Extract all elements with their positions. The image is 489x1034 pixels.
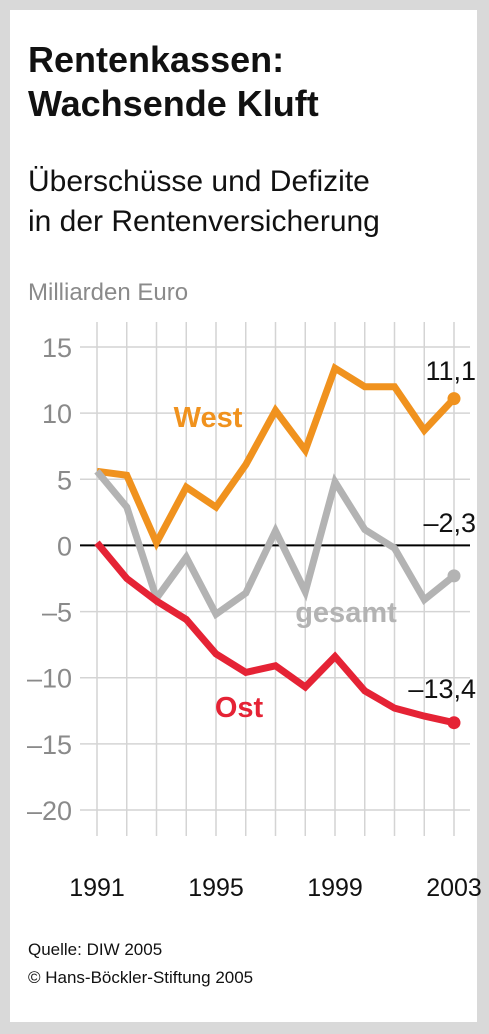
- series-line-west: [96, 362, 457, 551]
- title-line-1: Rentenkassen:: [28, 39, 285, 80]
- end-point-ost: [447, 716, 461, 730]
- y-tick-label: 15: [42, 333, 72, 363]
- chart-title: Rentenkassen: Wachsende Kluft: [28, 38, 319, 126]
- end-value-label-west: 11,1: [425, 356, 476, 386]
- y-tick-label: 5: [57, 465, 72, 495]
- end-value-label-gesamt: –2,3: [423, 508, 476, 538]
- x-tick-label: 2003: [426, 874, 482, 902]
- y-tick-label: 0: [57, 531, 72, 561]
- y-tick-label: –15: [27, 730, 72, 760]
- end-value-label-ost: –13,4: [408, 674, 476, 704]
- source-note: Quelle: DIW 2005 © Hans-Böckler-Stiftung…: [28, 936, 253, 992]
- chart-panel: [10, 10, 477, 1022]
- end-point-west: [447, 392, 461, 406]
- y-tick-label: –5: [42, 598, 72, 628]
- copyright-line: © Hans-Böckler-Stiftung 2005: [28, 968, 254, 987]
- x-tick-label: 1999: [307, 874, 363, 902]
- y-tick-label: –10: [27, 664, 72, 694]
- series-lines: [94, 362, 461, 730]
- x-tick-label: 1991: [69, 874, 125, 902]
- y-axis-unit-label: Milliarden Euro: [28, 279, 189, 306]
- series-label-ost: Ost: [215, 692, 264, 724]
- series-label-gesamt: gesamt: [295, 597, 397, 629]
- source-line: Quelle: DIW 2005: [28, 940, 163, 959]
- x-tick-label: 1995: [188, 874, 244, 902]
- y-tick-label: –20: [27, 796, 72, 826]
- series-label-west: West: [174, 402, 243, 434]
- chart-labels: 15 10 5 0 –5 –10 –15 –20 1991 1995 1999 2003 West 11,…: [27, 333, 482, 902]
- subtitle-line-2: in der Rentenversicherung: [28, 205, 380, 238]
- y-tick-label: 10: [42, 399, 72, 429]
- end-point-gesamt: [447, 569, 461, 583]
- title-line-2: Wachsende Kluft: [28, 83, 319, 124]
- subtitle-line-1: Überschüsse und Defizite: [28, 165, 370, 198]
- chart-subtitle: Überschüsse und Defizite in der Rentenve…: [28, 162, 380, 242]
- series-line-ost: [94, 540, 455, 727]
